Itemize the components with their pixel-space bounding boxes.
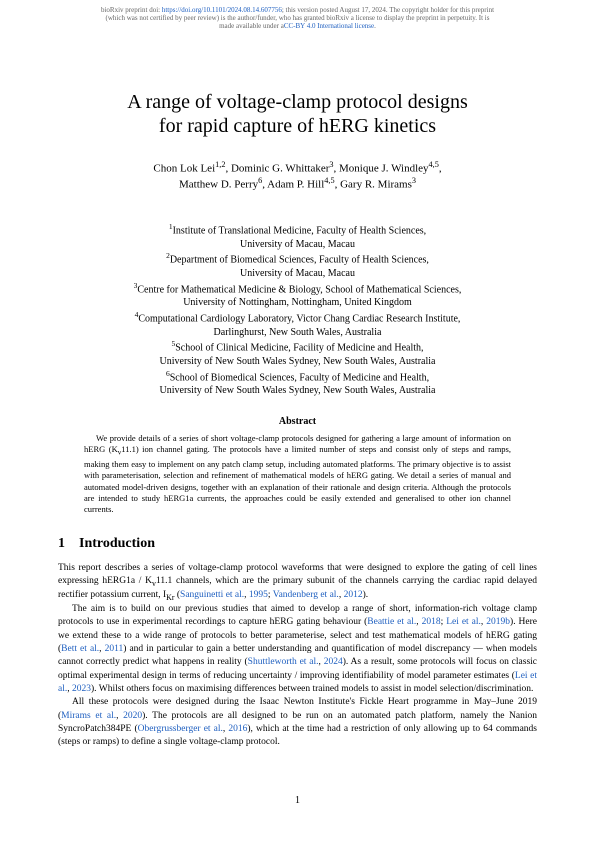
affil-1a: 1Institute of Translational Medicine, Fa… bbox=[58, 222, 537, 238]
page-number: 1 bbox=[0, 795, 595, 806]
doi-link[interactable]: https://doi.org/10.1101/2024.08.14.60775… bbox=[162, 6, 282, 14]
title-line1: A range of voltage-clamp protocol design… bbox=[58, 90, 537, 114]
authors-line1: Chon Lok Lei1,2, Dominic G. Whittaker3, … bbox=[58, 160, 537, 176]
title-line2: for rapid capture of hERG kinetics bbox=[58, 114, 537, 138]
affil-2b: University of Macau, Macau bbox=[58, 267, 537, 281]
section-heading: 1 Introduction bbox=[58, 536, 537, 552]
paragraph-1: This report describes a series of voltag… bbox=[58, 562, 537, 603]
preprint-line3-prefix: made available under a bbox=[219, 22, 284, 30]
paragraph-2: The aim is to build on our previous stud… bbox=[58, 603, 537, 696]
preprint-header: bioRxiv preprint doi: https://doi.org/10… bbox=[0, 6, 595, 30]
license-link[interactable]: CC-BY 4.0 International license bbox=[284, 22, 374, 30]
authors-line2: Matthew D. Perry6, Adam P. Hill4,5, Gary… bbox=[58, 176, 537, 192]
affil-3a: 3Centre for Mathematical Medicine & Biol… bbox=[58, 281, 537, 297]
affil-2a: 2Department of Biomedical Sciences, Facu… bbox=[58, 251, 537, 267]
paragraph-3: All these protocols were designed during… bbox=[58, 696, 537, 749]
affil-1b: University of Macau, Macau bbox=[58, 238, 537, 252]
preprint-line3-suffix: . bbox=[374, 22, 376, 30]
section-title: Introduction bbox=[79, 536, 155, 551]
authors-block: Chon Lok Lei1,2, Dominic G. Whittaker3, … bbox=[58, 160, 537, 192]
page-content: A range of voltage-clamp protocol design… bbox=[58, 90, 537, 749]
abstract-body: We provide details of a series of short … bbox=[84, 433, 511, 516]
preprint-line1-rest: ; this version posted August 17, 2024. T… bbox=[282, 6, 494, 14]
affil-6b: University of New South Wales Sydney, Ne… bbox=[58, 384, 537, 398]
affil-5a: 5School of Clinical Medicine, Facility o… bbox=[58, 339, 537, 355]
affil-4b: Darlinghurst, New South Wales, Australia bbox=[58, 326, 537, 340]
affil-4a: 4Computational Cardiology Laboratory, Vi… bbox=[58, 310, 537, 326]
affiliations-block: 1Institute of Translational Medicine, Fa… bbox=[58, 222, 537, 398]
affil-5b: University of New South Wales Sydney, Ne… bbox=[58, 355, 537, 369]
abstract-heading: Abstract bbox=[58, 416, 537, 427]
preprint-line2: (which was not certified by peer review)… bbox=[0, 14, 595, 22]
affil-6a: 6School of Biomedical Sciences, Faculty … bbox=[58, 369, 537, 385]
paper-title: A range of voltage-clamp protocol design… bbox=[58, 90, 537, 138]
section-number: 1 bbox=[58, 536, 65, 551]
affil-3b: University of Nottingham, Nottingham, Un… bbox=[58, 296, 537, 310]
preprint-prefix: bioRxiv preprint doi: bbox=[101, 6, 162, 14]
preprint-line3: made available under aCC-BY 4.0 Internat… bbox=[0, 22, 595, 30]
preprint-line1: bioRxiv preprint doi: https://doi.org/10… bbox=[0, 6, 595, 14]
